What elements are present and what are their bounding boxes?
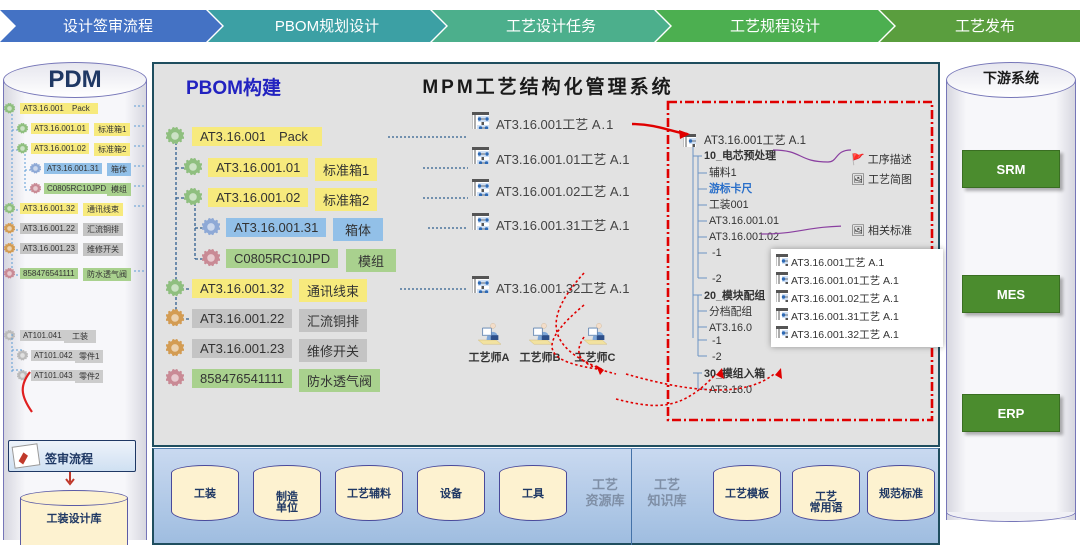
svg-text:设计签审流程: 设计签审流程: [63, 18, 153, 35]
svg-text:工艺发布: 工艺发布: [955, 18, 1015, 35]
svg-text:PBOM规划设计: PBOM规划设计: [275, 18, 379, 35]
svg-text:工艺设计任务: 工艺设计任务: [506, 18, 596, 35]
svg-text:工艺规程设计: 工艺规程设计: [730, 18, 820, 35]
